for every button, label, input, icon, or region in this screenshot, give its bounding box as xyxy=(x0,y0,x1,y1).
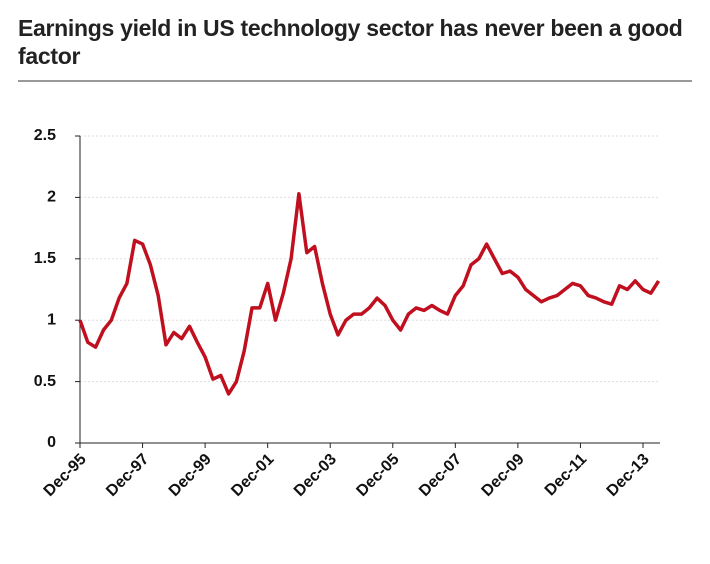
title-rule xyxy=(18,80,692,82)
y-tick-label: 2.5 xyxy=(34,127,56,144)
x-tick-label: Dec-99 xyxy=(166,451,215,500)
x-tick-label: Dec-95 xyxy=(41,451,90,500)
x-tick-label: Dec-01 xyxy=(228,451,277,500)
y-tick-label: 1.5 xyxy=(34,250,56,267)
x-tick-label: Dec-11 xyxy=(542,451,591,500)
x-tick-label: Dec-97 xyxy=(103,451,152,500)
x-tick-label: Dec-07 xyxy=(416,451,465,500)
x-tick-label: Dec-05 xyxy=(353,451,402,500)
y-tick-label: 0.5 xyxy=(34,373,56,390)
x-tick-label: Dec-13 xyxy=(604,451,653,500)
x-tick-label: Dec-03 xyxy=(291,451,340,500)
y-tick-label: 0 xyxy=(47,434,56,451)
chart-title: Earnings yield in US technology sector h… xyxy=(18,15,683,69)
line xyxy=(78,191,661,396)
y-tick-label: 2 xyxy=(47,189,56,206)
y-tick-label: 1 xyxy=(47,311,56,328)
x-tick-label: Dec-09 xyxy=(479,451,528,500)
